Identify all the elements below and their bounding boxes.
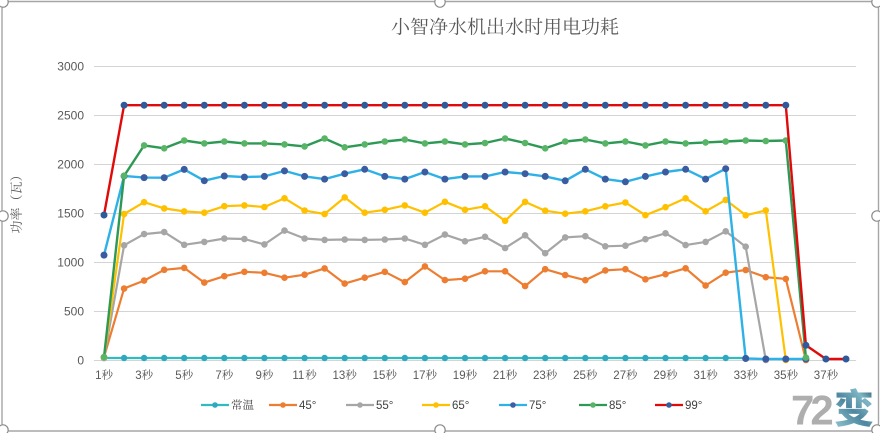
svg-text:1: 1 <box>95 370 101 382</box>
svg-text:1000: 1000 <box>57 256 84 270</box>
svg-text:13: 13 <box>333 370 346 382</box>
svg-text:19: 19 <box>453 370 466 382</box>
svg-text:500: 500 <box>64 305 84 319</box>
svg-text:75°: 75° <box>529 400 546 412</box>
svg-text:99°: 99° <box>685 400 702 412</box>
svg-text:27: 27 <box>613 370 626 382</box>
svg-text:11: 11 <box>292 370 304 382</box>
svg-text:17: 17 <box>413 370 426 382</box>
svg-text:0: 0 <box>77 354 84 368</box>
svg-text:37: 37 <box>814 370 827 382</box>
svg-text:29: 29 <box>653 370 666 382</box>
svg-text:65°: 65° <box>452 400 469 412</box>
svg-text:3: 3 <box>135 370 141 382</box>
svg-text:7: 7 <box>215 370 221 382</box>
svg-text:45°: 45° <box>299 400 316 412</box>
svg-text:3000: 3000 <box>57 60 84 74</box>
svg-text:35: 35 <box>774 370 787 382</box>
svg-text:5: 5 <box>175 370 181 382</box>
svg-text:15: 15 <box>373 370 386 382</box>
svg-text:21: 21 <box>493 370 506 382</box>
svg-text:1500: 1500 <box>57 207 84 221</box>
svg-text:55°: 55° <box>376 400 393 412</box>
svg-text:9: 9 <box>256 370 262 382</box>
svg-text:23: 23 <box>533 370 546 382</box>
svg-text:31: 31 <box>694 370 707 382</box>
svg-text:2000: 2000 <box>57 158 84 172</box>
svg-text:85°: 85° <box>609 400 626 412</box>
svg-text:2500: 2500 <box>57 109 84 123</box>
svg-text:72: 72 <box>791 387 832 433</box>
svg-text:33: 33 <box>734 370 747 382</box>
svg-text:25: 25 <box>573 370 586 382</box>
